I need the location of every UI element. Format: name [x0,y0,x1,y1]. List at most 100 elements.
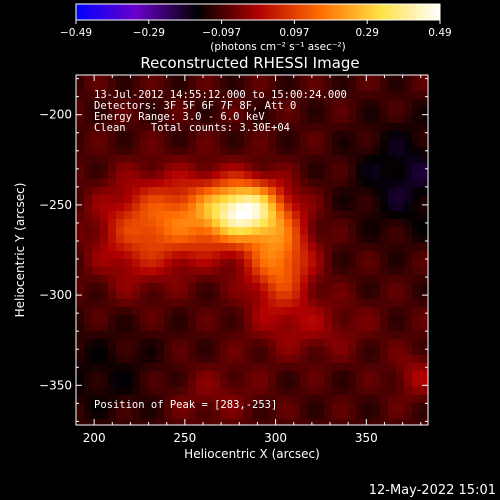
heatmap-cell [244,235,252,243]
heatmap-cell [140,371,148,379]
heatmap-cell [324,291,332,299]
heatmap-cell [308,331,316,339]
heatmap-cell [180,323,188,331]
colorbar-ticks: −0.49 −0.29 −0.097 0.097 0.29 0.49 [60,20,452,39]
heatmap-cell [84,227,92,235]
heatmap-cell [380,323,388,331]
heatmap-cell [228,83,236,91]
heatmap-cell [404,395,412,403]
heatmap-cell [332,155,340,163]
heatmap-cell [372,323,380,331]
heatmap-cell [300,275,308,283]
chart-title: Reconstructed RHESSI Image [140,54,359,72]
heatmap-cell [316,331,324,339]
heatmap-cell [332,331,340,339]
heatmap-cell [316,275,324,283]
heatmap-cell [180,83,188,91]
heatmap-cell [268,379,276,387]
heatmap-cell [308,187,316,195]
heatmap-cell [292,275,300,283]
heatmap-cell [172,387,180,395]
heatmap-cell [148,315,156,323]
heatmap-cell [76,131,84,139]
heatmap-cell [388,235,396,243]
heatmap-cell [180,371,188,379]
annotation-time-range: 13-Jul-2012 14:55:12.000 to 15:00:24.000 [94,89,347,101]
heatmap-cell [196,251,204,259]
heatmap-cell [108,363,116,371]
heatmap-cell [372,123,380,131]
heatmap-cell [324,115,332,123]
heatmap-cell [292,83,300,91]
heatmap-cell [292,243,300,251]
heatmap-cell [316,411,324,419]
heatmap-cell [412,171,420,179]
heatmap-cell [412,371,420,379]
heatmap-cell [388,75,396,83]
heatmap-cell [180,227,188,235]
heatmap-cell [108,387,116,395]
heatmap-cell [420,363,428,371]
heatmap-cell [300,371,308,379]
heatmap-cell [92,131,100,139]
heatmap-cell [364,83,372,91]
heatmap-cell [276,299,284,307]
heatmap-cell [332,99,340,107]
heatmap-cell [204,275,212,283]
heatmap-cell [140,395,148,403]
heatmap-cell [172,219,180,227]
heatmap-cell [180,211,188,219]
heatmap-cell [252,355,260,363]
heatmap-cell [348,419,356,425]
heatmap-cell [132,131,140,139]
heatmap-cell [380,115,388,123]
heatmap-cell [348,75,356,83]
heatmap-cell [396,83,404,91]
heatmap-cell [308,379,316,387]
heatmap-cell [396,91,404,99]
heatmap-cell [292,339,300,347]
heatmap-cell [316,307,324,315]
heatmap-cell [332,163,340,171]
heatmap-cell [364,99,372,107]
heatmap-cell [316,403,324,411]
heatmap-cell [348,403,356,411]
heatmap-cell [268,131,276,139]
heatmap-cell [260,147,268,155]
y-tick-label: −200 [39,108,72,122]
heatmap-cell [180,187,188,195]
heatmap-cell [236,227,244,235]
heatmap-cell [164,299,172,307]
heatmap-cell [220,123,228,131]
heatmap-cell [220,243,228,251]
heatmap-cell [108,91,116,99]
heatmap-cell [188,195,196,203]
heatmap-cell [292,331,300,339]
heatmap-cell [220,291,228,299]
heatmap-cell [124,107,132,115]
heatmap-cell [420,211,428,219]
heatmap-cell [300,323,308,331]
heatmap-cell [76,283,84,291]
heatmap-cell [276,259,284,267]
heatmap-cell [84,107,92,115]
heatmap-cell [348,355,356,363]
heatmap-cell [100,315,108,323]
heatmap-cell [332,139,340,147]
heatmap-cell [356,275,364,283]
heatmap-cell [116,235,124,243]
heatmap-cell [340,371,348,379]
heatmap-cell [220,307,228,315]
heatmap-cell [396,315,404,323]
heatmap-cell [324,275,332,283]
heatmap-cell [204,363,212,371]
heatmap-cell [84,315,92,323]
heatmap-cell [380,299,388,307]
heatmap-cell [356,339,364,347]
heatmap-cell [364,331,372,339]
annotation-method: Clean Total counts: 3.30E+04 [94,122,290,134]
heatmap-cell [420,139,428,147]
heatmap-cell [308,163,316,171]
heatmap-cell [236,179,244,187]
heatmap-cell [236,259,244,267]
